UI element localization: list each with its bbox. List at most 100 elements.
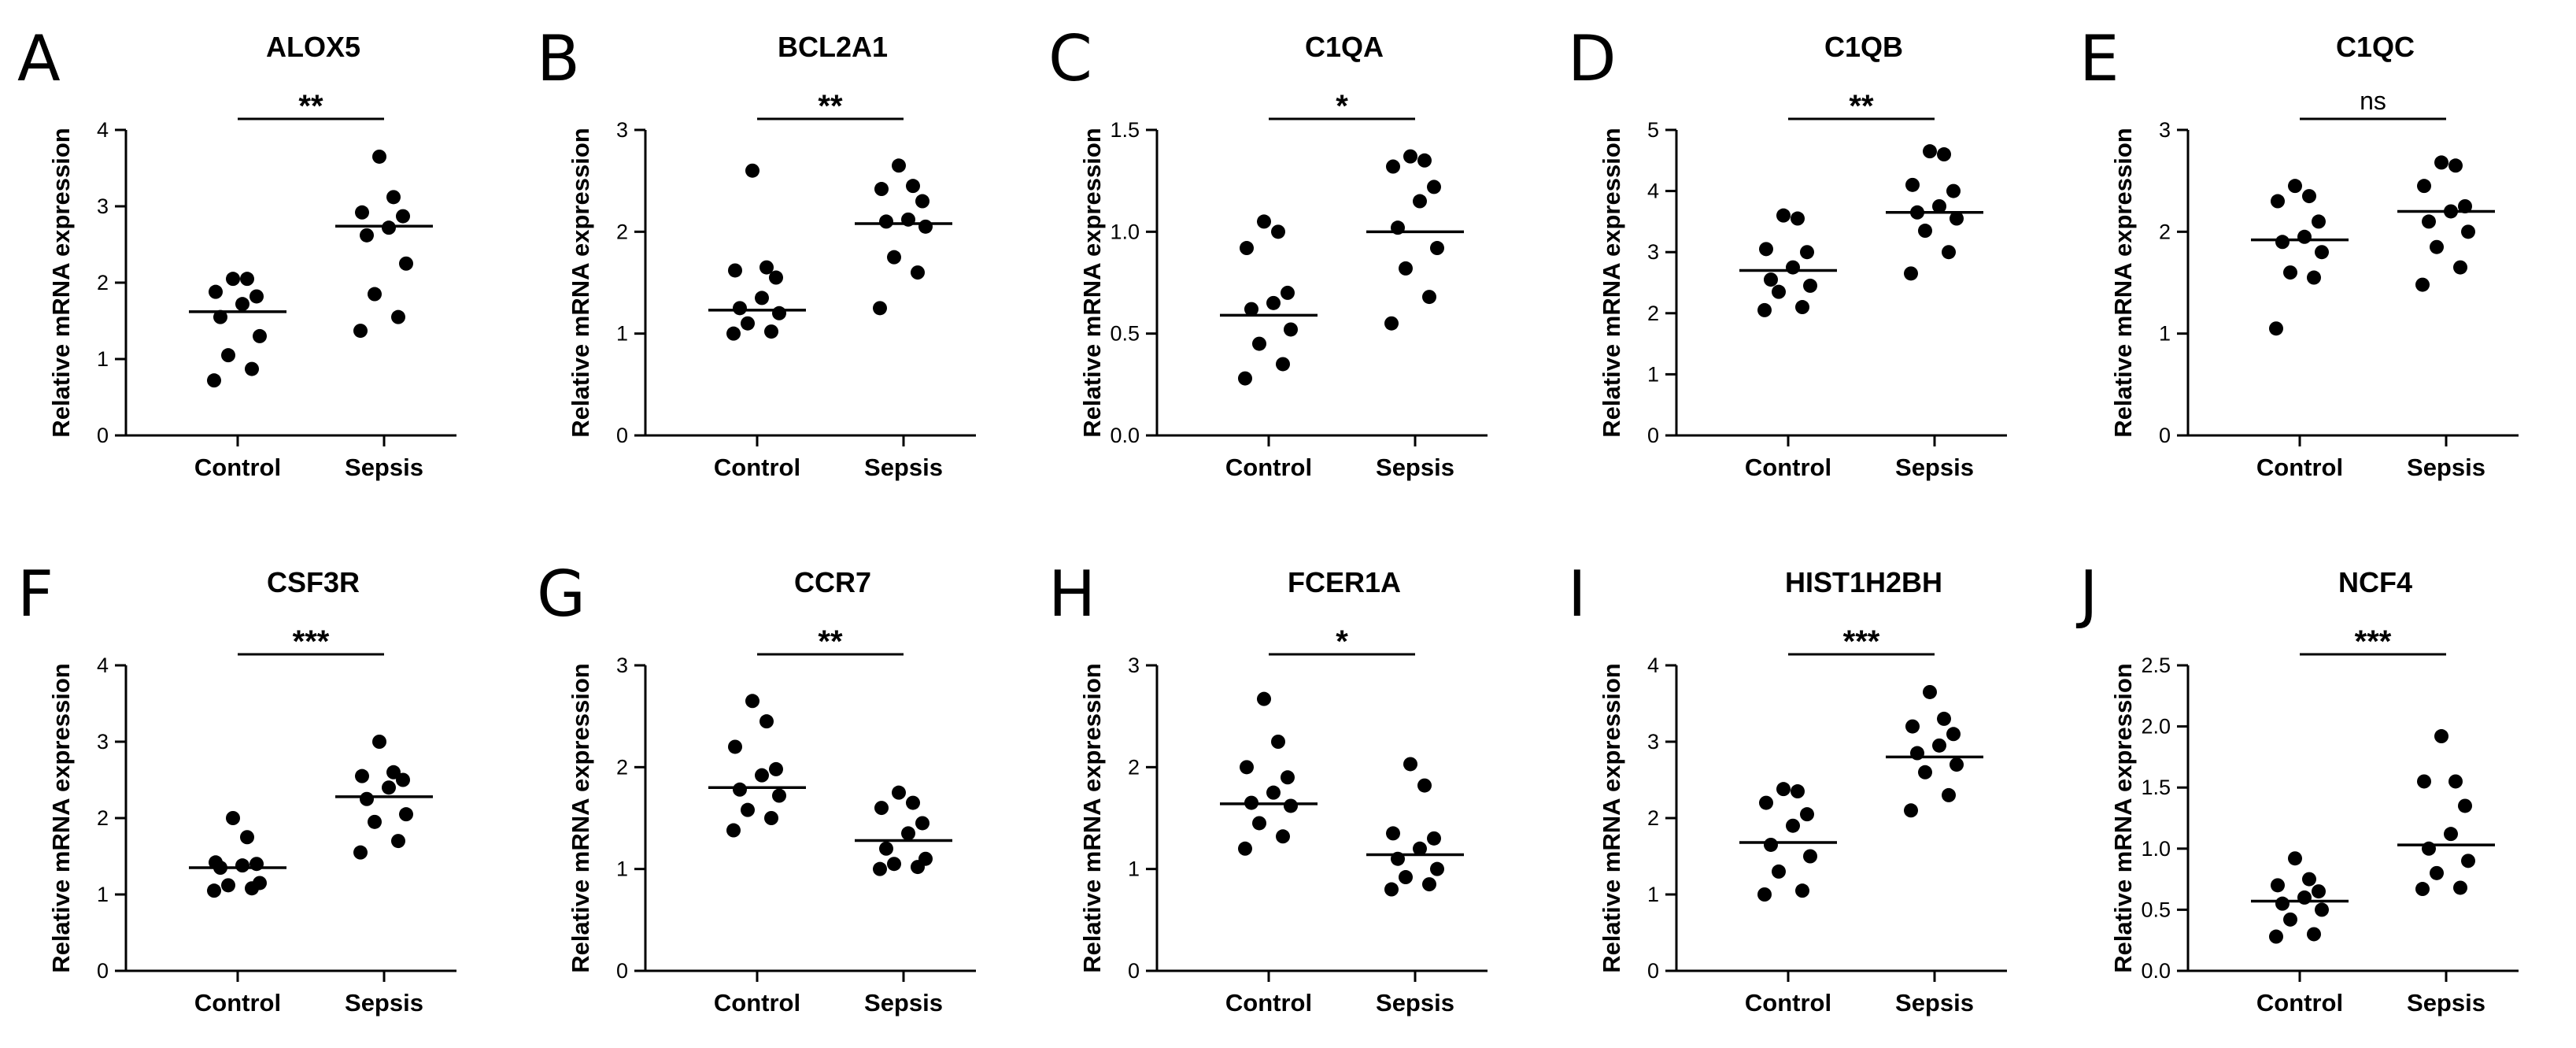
data-point-i-control — [1759, 795, 1773, 810]
x-tick-label-e: Sepsis — [2407, 454, 2485, 481]
data-point-i-control — [1764, 837, 1778, 852]
significance-label-i: *** — [1843, 624, 1880, 659]
x-tick-label-b: Control — [714, 454, 800, 481]
data-point-c-control — [1276, 357, 1290, 372]
data-point-h-control — [1266, 785, 1281, 800]
data-point-b-control — [755, 291, 769, 306]
data-point-f-sepsis — [396, 772, 410, 787]
data-point-d-control — [1776, 208, 1791, 223]
y-tick-label-c: 1.5 — [1110, 118, 1140, 142]
significance-label-c: * — [1336, 89, 1348, 124]
data-point-g-control — [741, 802, 755, 817]
data-point-c-control — [1257, 214, 1271, 229]
data-point-f-control — [207, 883, 221, 898]
data-point-g-sepsis — [906, 795, 920, 810]
data-point-h-sepsis — [1430, 861, 1444, 876]
data-point-i-control — [1786, 818, 1800, 833]
data-point-b-sepsis — [918, 219, 933, 234]
panel-letter-f: F — [17, 557, 54, 631]
data-point-j-control — [2283, 912, 2297, 927]
panel-title-a: ALOX5 — [266, 31, 360, 63]
panel-letter-j: J — [2075, 557, 2098, 631]
y-axis-title-d: Relative mRNA expression — [1598, 128, 1625, 437]
y-axis-title-i: Relative mRNA expression — [1598, 663, 1625, 972]
data-point-i-sepsis — [1932, 738, 1946, 753]
data-point-d-sepsis — [1950, 211, 1964, 226]
data-point-i-control — [1757, 887, 1772, 902]
y-tick-label-i: 0 — [1647, 959, 1659, 983]
y-tick-label-d: 3 — [1647, 240, 1659, 264]
data-point-d-control — [1764, 272, 1778, 287]
data-point-g-sepsis — [873, 861, 887, 876]
data-point-g-control — [726, 823, 741, 838]
panel-title-c: C1QA — [1305, 31, 1384, 63]
data-point-i-sepsis — [1918, 765, 1932, 780]
data-point-g-sepsis — [901, 826, 915, 841]
data-point-a-control — [245, 361, 259, 376]
data-point-e-control — [2315, 245, 2329, 260]
data-point-j-sepsis — [2417, 774, 2431, 789]
data-point-f-sepsis — [368, 814, 382, 829]
y-tick-label-f: 2 — [97, 806, 109, 830]
y-tick-label-h: 1 — [1128, 857, 1140, 881]
y-tick-label-i: 2 — [1647, 806, 1659, 830]
y-axis-title-h: Relative mRNA expression — [1078, 663, 1106, 972]
data-point-h-sepsis — [1386, 826, 1400, 841]
data-point-f-control — [209, 855, 223, 870]
data-point-g-control — [759, 714, 774, 729]
x-tick-label-c: Sepsis — [1376, 454, 1454, 481]
y-tick-label-i: 3 — [1647, 730, 1659, 754]
data-point-h-sepsis — [1384, 882, 1399, 897]
y-tick-label-f: 3 — [97, 730, 109, 754]
data-point-g-sepsis — [887, 857, 901, 872]
data-point-b-sepsis — [892, 158, 906, 173]
y-tick-label-b: 3 — [616, 118, 628, 142]
data-point-f-sepsis — [399, 807, 413, 822]
y-tick-label-d: 4 — [1647, 180, 1659, 203]
y-axis-title-e: Relative mRNA expression — [2109, 128, 2137, 437]
data-point-a-sepsis — [399, 256, 413, 271]
data-point-h-sepsis — [1403, 757, 1417, 772]
data-point-f-control — [221, 878, 235, 893]
data-point-g-sepsis — [879, 841, 893, 856]
data-point-a-control — [226, 272, 240, 287]
data-point-a-control — [221, 348, 235, 363]
data-point-c-control — [1238, 371, 1252, 386]
y-axis-title-f: Relative mRNA expression — [47, 663, 75, 972]
y-tick-label-f: 4 — [97, 654, 109, 677]
data-point-c-control — [1284, 322, 1298, 337]
data-point-i-control — [1795, 883, 1809, 898]
data-point-b-sepsis — [911, 265, 925, 280]
data-point-i-sepsis — [1923, 684, 1937, 699]
data-point-e-control — [2269, 321, 2283, 336]
y-tick-label-e: 3 — [2159, 118, 2171, 142]
data-point-i-sepsis — [1950, 757, 1964, 772]
data-point-b-sepsis — [906, 179, 920, 194]
y-tick-label-d: 0 — [1647, 424, 1659, 447]
y-tick-label-a: 2 — [97, 271, 109, 294]
y-tick-label-c: 1.0 — [1110, 220, 1140, 243]
y-tick-label-e: 1 — [2159, 322, 2171, 346]
data-point-e-sepsis — [2422, 214, 2436, 229]
data-point-h-control — [1252, 816, 1266, 831]
data-point-b-sepsis — [879, 214, 893, 229]
data-point-j-control — [2275, 896, 2290, 911]
y-tick-label-b: 2 — [616, 220, 628, 243]
y-tick-label-c: 0.5 — [1110, 322, 1140, 346]
data-point-i-control — [1803, 849, 1817, 864]
data-point-a-sepsis — [368, 287, 382, 302]
data-point-d-control — [1772, 284, 1786, 299]
y-axis-title-c: Relative mRNA expression — [1078, 128, 1106, 437]
data-point-a-sepsis — [372, 149, 386, 164]
panel-title-j: NCF4 — [2338, 566, 2412, 598]
data-point-e-control — [2312, 214, 2326, 229]
data-point-j-sepsis — [2461, 854, 2475, 868]
data-point-e-control — [2283, 265, 2297, 280]
significance-label-j: *** — [2355, 624, 2392, 659]
x-tick-label-d: Sepsis — [1895, 454, 1974, 481]
data-point-d-sepsis — [1905, 177, 1920, 192]
x-tick-label-a: Sepsis — [345, 454, 423, 481]
data-point-i-sepsis — [1904, 803, 1918, 818]
data-point-b-control — [769, 270, 783, 285]
